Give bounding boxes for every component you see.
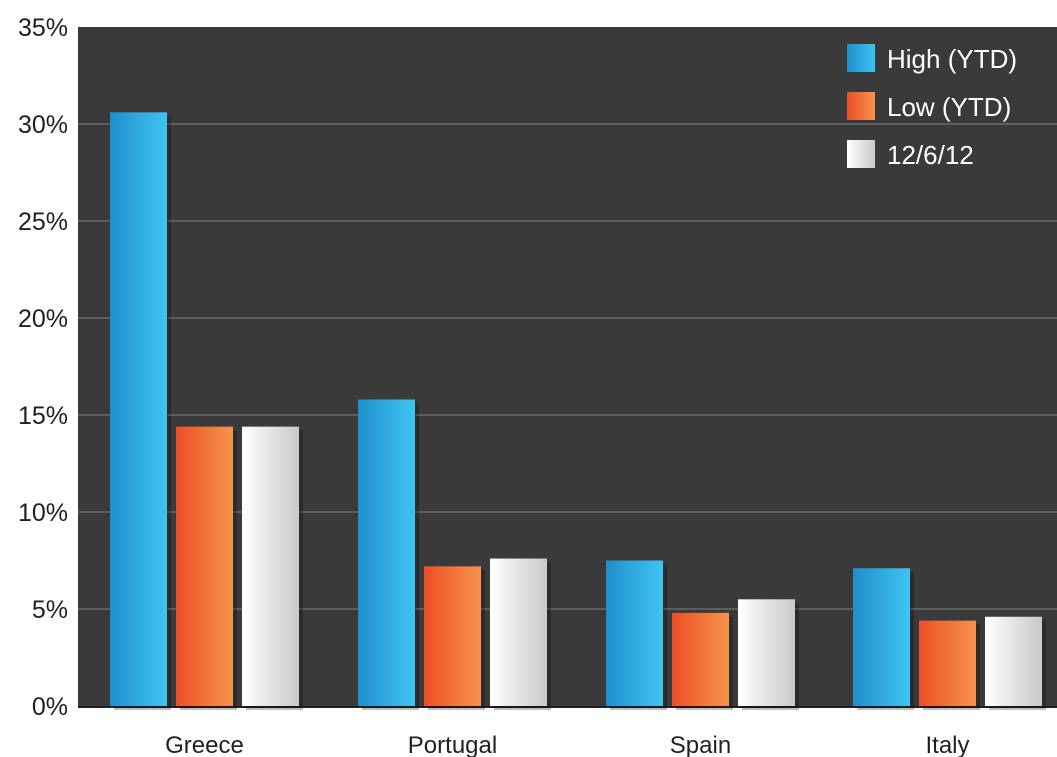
y-tick-label: 20% [18,305,68,333]
y-tick-label: 30% [18,111,68,139]
x-tick-label: Portugal [408,732,497,757]
y-tick-label: 15% [18,402,68,430]
legend-label: Low (YTD) [887,92,1011,122]
bar [672,612,729,706]
x-axis-labels: Greece Portugal Spain Italy [165,732,969,757]
bars [110,112,1046,711]
legend-label: 12/6/12 [887,140,974,170]
bar [358,399,415,706]
y-tick-label: 25% [18,208,68,236]
y-tick-label: 35% [18,14,68,42]
bar [490,558,547,706]
bar [985,616,1042,706]
bar [176,426,233,706]
x-tick-label: Spain [670,732,731,757]
bar [242,426,299,706]
legend-swatch [847,44,875,72]
bar [853,568,910,706]
bar [606,560,663,706]
y-tick-label: 5% [32,596,68,624]
bar [919,620,976,706]
y-tick-label: 10% [18,499,68,527]
legend-swatch [847,92,875,120]
gridlines [78,123,1057,708]
bar [110,112,167,707]
bar [424,566,481,706]
legend-swatch [847,140,875,168]
y-tick-label: 0% [32,693,68,721]
legend-label: High (YTD) [887,44,1017,74]
legend: High (YTD) Low (YTD) 12/6/12 [847,44,1017,170]
bar [738,599,795,706]
x-tick-label: Italy [925,732,969,757]
y-axis-ticks: 0% 5% 10% 15% 20% 25% 30% 35% [18,14,68,721]
x-tick-label: Greece [165,732,244,757]
